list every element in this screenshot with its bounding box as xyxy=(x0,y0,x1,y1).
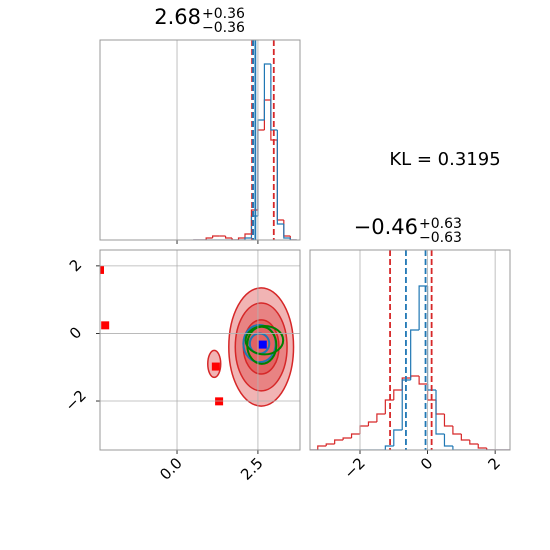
histogram-step xyxy=(317,445,327,450)
histogram-step xyxy=(244,233,252,238)
point xyxy=(100,265,104,274)
histogram-step xyxy=(443,414,453,427)
histogram-step xyxy=(410,375,420,378)
point xyxy=(101,321,110,330)
title-lower: −0.63 xyxy=(419,230,462,246)
plot-area xyxy=(100,265,295,407)
histogram-step xyxy=(418,376,428,385)
x-tick-label: 0.0 xyxy=(156,454,186,484)
panel: −2 0 2 −0.46 +0.63−0.63 KL = 0.3195 xyxy=(309,149,511,482)
histogram-step xyxy=(224,236,233,239)
x-tick-label: −2 xyxy=(340,454,368,482)
y-tick-label: −2 xyxy=(61,386,89,414)
histogram-step xyxy=(289,238,297,240)
panel-title: −0.46 xyxy=(354,215,418,239)
histogram-step xyxy=(452,446,462,450)
histogram-step xyxy=(376,413,386,422)
histogram-step xyxy=(393,429,403,446)
panel: 0.0 2.5 −2 0 2 xyxy=(61,249,301,484)
histogram-step xyxy=(263,63,271,120)
histogram-step xyxy=(283,220,291,237)
title-lower: −0.36 xyxy=(202,20,245,36)
axes-frame xyxy=(99,39,301,241)
histogram-step xyxy=(359,425,369,434)
histogram-step xyxy=(231,238,239,240)
histogram-step xyxy=(452,426,462,435)
histogram-step xyxy=(270,64,278,131)
histogram-step xyxy=(237,237,245,240)
histogram-step xyxy=(244,237,252,240)
histogram-step xyxy=(443,434,453,447)
histogram-step xyxy=(367,421,377,426)
histogram-step xyxy=(435,400,445,415)
histogram-step xyxy=(276,130,284,225)
histogram-step xyxy=(393,389,403,400)
axes-frame xyxy=(99,249,301,451)
axes-frame xyxy=(309,249,511,451)
histogram-step xyxy=(410,329,420,380)
histogram-step xyxy=(460,434,470,441)
histogram-step xyxy=(205,237,213,240)
x-tick-label: 2 xyxy=(484,454,503,473)
histogram-step xyxy=(384,445,394,450)
title-upper: +0.36 xyxy=(202,6,245,22)
histogram-step xyxy=(384,399,394,414)
panel-title: 2.68 xyxy=(154,5,201,29)
histogram-step xyxy=(257,129,265,210)
histogram-step xyxy=(401,379,411,430)
title-upper: +0.63 xyxy=(419,216,462,232)
histogram-step xyxy=(212,235,220,238)
point xyxy=(211,362,220,371)
contour xyxy=(246,325,278,365)
histogram-step xyxy=(325,443,335,446)
annotation: KL = 0.3195 xyxy=(389,149,500,170)
histogram-step xyxy=(486,448,496,450)
histogram-step xyxy=(477,444,487,449)
point xyxy=(258,340,267,349)
histogram-step xyxy=(263,99,271,130)
histogram-step xyxy=(283,224,291,239)
histogram-step xyxy=(469,440,479,445)
histogram-step xyxy=(289,236,297,240)
panel: 2.68 +0.36−0.36 xyxy=(99,5,301,244)
histogram-step xyxy=(350,433,360,438)
histogram-step xyxy=(334,439,344,444)
y-tick-label: 2 xyxy=(66,256,85,275)
histogram-step xyxy=(257,119,265,216)
plot-area xyxy=(310,250,510,450)
histogram-step xyxy=(435,390,445,435)
histogram-step xyxy=(276,140,284,221)
x-tick-label: 0 xyxy=(417,454,436,473)
histogram-step xyxy=(426,286,437,391)
histogram-step xyxy=(342,437,352,440)
y-tick-label: 0 xyxy=(66,323,85,342)
x-tick-label: 2.5 xyxy=(237,454,267,484)
plot-area xyxy=(193,40,297,240)
